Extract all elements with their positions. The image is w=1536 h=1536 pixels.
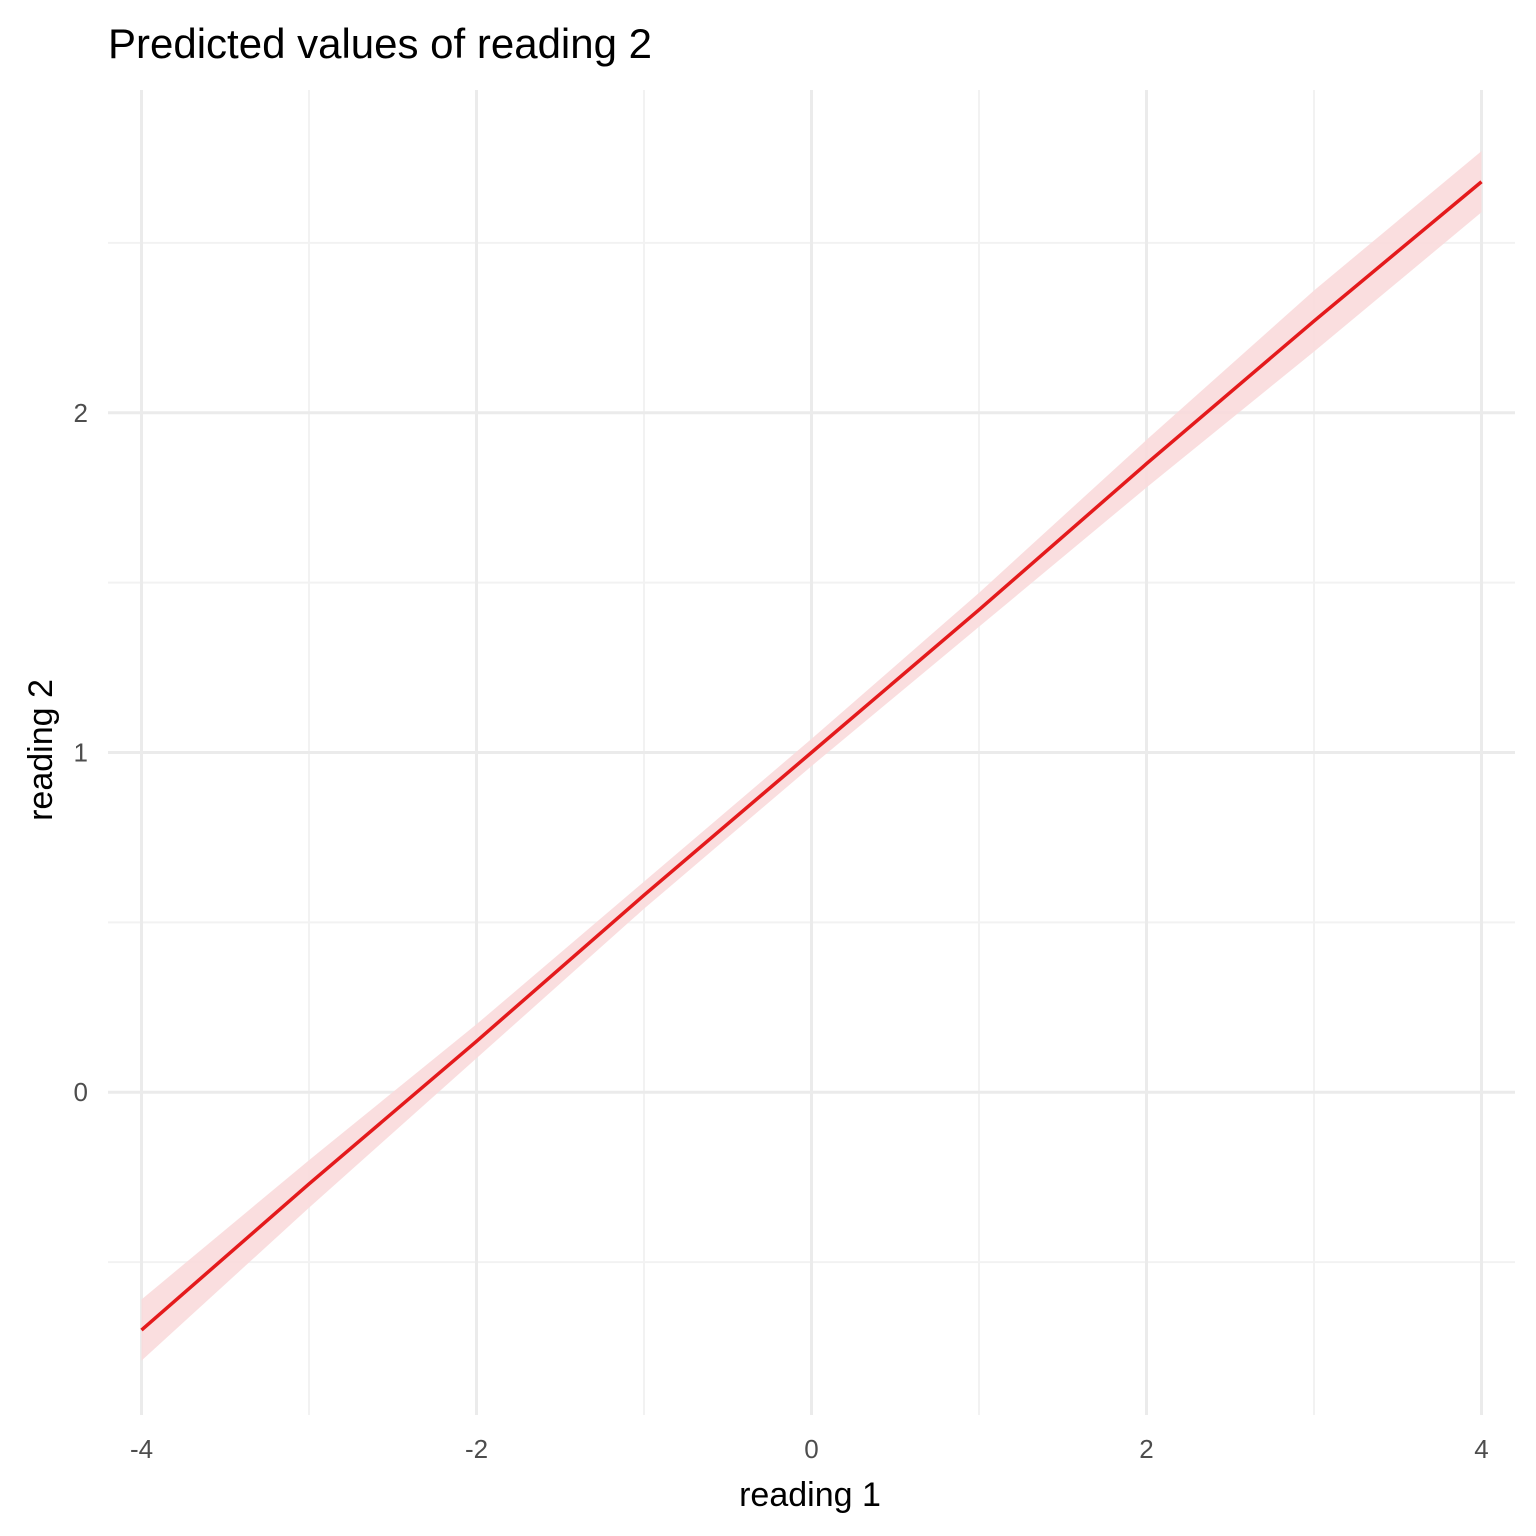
y-axis-ticks: 0 1 2 xyxy=(74,398,88,1107)
prediction-line[interactable] xyxy=(140,180,1483,1332)
x-axis-ticks: -4 -2 0 2 4 xyxy=(130,1434,1489,1464)
chart-title: Predicted values of reading 2 xyxy=(108,20,652,67)
confidence-band xyxy=(141,151,1482,1361)
x-tick-label: -2 xyxy=(465,1434,488,1464)
y-tick-label: 2 xyxy=(74,398,88,428)
x-tick-label: 0 xyxy=(804,1434,818,1464)
x-tick-label: 2 xyxy=(1139,1434,1153,1464)
x-tick-label: 4 xyxy=(1474,1434,1488,1464)
x-tick-label: -4 xyxy=(130,1434,153,1464)
y-tick-label: 0 xyxy=(74,1077,88,1107)
y-axis-title: reading 2 xyxy=(22,679,60,821)
confidence-band-layer xyxy=(141,151,1482,1361)
y-tick-label: 1 xyxy=(74,738,88,768)
grid xyxy=(108,90,1515,1415)
prediction-line-layer xyxy=(140,180,1483,1332)
x-axis-title: reading 1 xyxy=(739,1476,881,1514)
